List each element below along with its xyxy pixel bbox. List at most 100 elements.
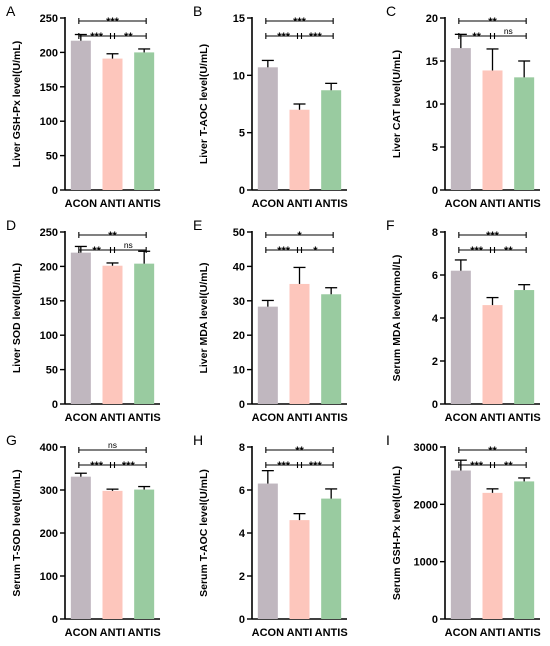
x-tick-label: ANTIS bbox=[128, 198, 161, 210]
panel-label: E bbox=[193, 217, 202, 233]
x-tick-label: ANTIS bbox=[508, 198, 541, 210]
y-tick-label: 5 bbox=[239, 128, 245, 140]
y-tick-label: 2 bbox=[432, 356, 438, 368]
y-axis-label: Serum GSH-Px level(U/mL) bbox=[391, 466, 403, 600]
y-tick-label: 4 bbox=[239, 528, 246, 540]
y-axis-label: Liver T-AOC level(U/mL) bbox=[198, 44, 210, 164]
y-tick-label: 0 bbox=[52, 185, 58, 197]
significance-label: *** bbox=[309, 31, 323, 43]
significance-label: ** bbox=[488, 445, 497, 457]
x-tick-label: ACON bbox=[65, 627, 97, 639]
bar-acon bbox=[450, 48, 471, 190]
x-tick-label: ACON bbox=[252, 198, 284, 210]
x-tick-label: ACON bbox=[252, 412, 284, 424]
bar-antis bbox=[514, 77, 535, 190]
y-tick-label: 0 bbox=[239, 399, 245, 411]
y-axis-label: Serum T-SOD level(U/mL) bbox=[11, 469, 23, 596]
bar-antis bbox=[514, 290, 535, 404]
x-tick-label: ACON bbox=[252, 627, 284, 639]
y-tick-label: 8 bbox=[239, 442, 245, 454]
significance-label: *** bbox=[90, 460, 104, 472]
significance-label: ** bbox=[124, 31, 133, 43]
bar-anti bbox=[102, 490, 123, 619]
bar-antis bbox=[134, 263, 155, 404]
bar-anti bbox=[289, 520, 310, 619]
significance-label: ** bbox=[488, 16, 497, 28]
y-tick-label: 50 bbox=[46, 365, 58, 377]
y-axis-label: Liver MDA level(U/mL) bbox=[198, 262, 210, 373]
bar-acon bbox=[257, 306, 278, 404]
y-tick-label: 200 bbox=[40, 261, 58, 273]
x-tick-label: ANTI bbox=[480, 627, 506, 639]
significance-label: ** bbox=[108, 230, 117, 242]
significance-label: *** bbox=[122, 460, 136, 472]
y-tick-label: 250 bbox=[40, 227, 58, 239]
x-tick-label: ANTIS bbox=[315, 198, 348, 210]
bar-antis bbox=[514, 481, 535, 619]
y-tick-label: 0 bbox=[52, 399, 58, 411]
panel-label: F bbox=[386, 217, 395, 233]
y-tick-label: 15 bbox=[233, 13, 245, 25]
significance-label: ns bbox=[124, 240, 133, 250]
panel-h: H Serum T-AOC level(U/mL) 0 2 4 6 8 ACON ANTI ANT… bbox=[193, 432, 348, 639]
x-tick-label: ANTI bbox=[480, 412, 506, 424]
y-tick-label: 4 bbox=[432, 313, 439, 325]
y-tick-label: 0 bbox=[432, 614, 438, 626]
x-tick-label: ANTI bbox=[287, 627, 313, 639]
y-tick-label: 2 bbox=[239, 571, 245, 583]
bar-acon bbox=[70, 252, 91, 404]
x-tick-label: ANTIS bbox=[508, 627, 541, 639]
y-tick-label: 200 bbox=[40, 528, 58, 540]
significance-label: ns bbox=[504, 26, 513, 36]
bar-acon bbox=[450, 470, 471, 619]
bar-anti bbox=[482, 70, 503, 190]
panel-i: I Serum GSH-Px level(U/mL) 0 1000 2000 3000 AC… bbox=[386, 432, 541, 639]
x-tick-label: ANTIS bbox=[315, 627, 348, 639]
panel-label: B bbox=[193, 3, 202, 19]
y-tick-label: 1000 bbox=[414, 557, 438, 569]
bar-anti bbox=[289, 109, 310, 190]
y-tick-label: 300 bbox=[40, 485, 58, 497]
y-tick-label: 400 bbox=[40, 442, 58, 454]
x-tick-label: ACON bbox=[445, 198, 477, 210]
x-tick-label: ANTI bbox=[287, 412, 313, 424]
significance-label: * bbox=[313, 245, 318, 257]
significance-label: *** bbox=[277, 245, 291, 257]
y-tick-label: 50 bbox=[233, 227, 245, 239]
bar-anti bbox=[289, 283, 310, 404]
significance-label: *** bbox=[90, 31, 104, 43]
panel-d: D Liver SOD level(U/mL) 0 50 100 150 200 250 ACO… bbox=[6, 217, 161, 424]
panel-label: A bbox=[6, 3, 16, 19]
y-tick-label: 0 bbox=[432, 399, 438, 411]
y-tick-label: 3000 bbox=[414, 442, 438, 454]
y-tick-label: 100 bbox=[40, 116, 58, 128]
bar-anti bbox=[482, 305, 503, 404]
significance-label: *** bbox=[277, 31, 291, 43]
panel-label: G bbox=[6, 432, 17, 448]
bar-antis bbox=[321, 90, 342, 190]
significance-label: *** bbox=[106, 16, 120, 28]
y-tick-label: 100 bbox=[40, 330, 58, 342]
y-tick-label: 10 bbox=[426, 99, 438, 111]
y-axis-label: Liver GSH-Px level(U/mL) bbox=[11, 41, 23, 168]
significance-label: ** bbox=[92, 245, 101, 257]
x-tick-label: ANTI bbox=[287, 198, 313, 210]
panel-label: I bbox=[386, 432, 390, 448]
y-tick-label: 15 bbox=[426, 56, 438, 68]
panel-label: D bbox=[6, 217, 16, 233]
bar-antis bbox=[134, 489, 155, 619]
y-tick-label: 0 bbox=[432, 185, 438, 197]
panel-label: H bbox=[193, 432, 203, 448]
y-tick-label: 10 bbox=[233, 365, 245, 377]
y-tick-label: 20 bbox=[233, 330, 245, 342]
y-axis-label: Liver SOD level(U/mL) bbox=[11, 263, 23, 373]
bar-acon bbox=[450, 270, 471, 404]
x-tick-label: ANTIS bbox=[128, 412, 161, 424]
bar-antis bbox=[321, 498, 342, 619]
y-tick-label: 20 bbox=[426, 13, 438, 25]
significance-label: ns bbox=[108, 440, 117, 450]
y-tick-label: 0 bbox=[52, 614, 58, 626]
y-tick-label: 50 bbox=[46, 151, 58, 163]
bar-anti bbox=[102, 58, 123, 191]
